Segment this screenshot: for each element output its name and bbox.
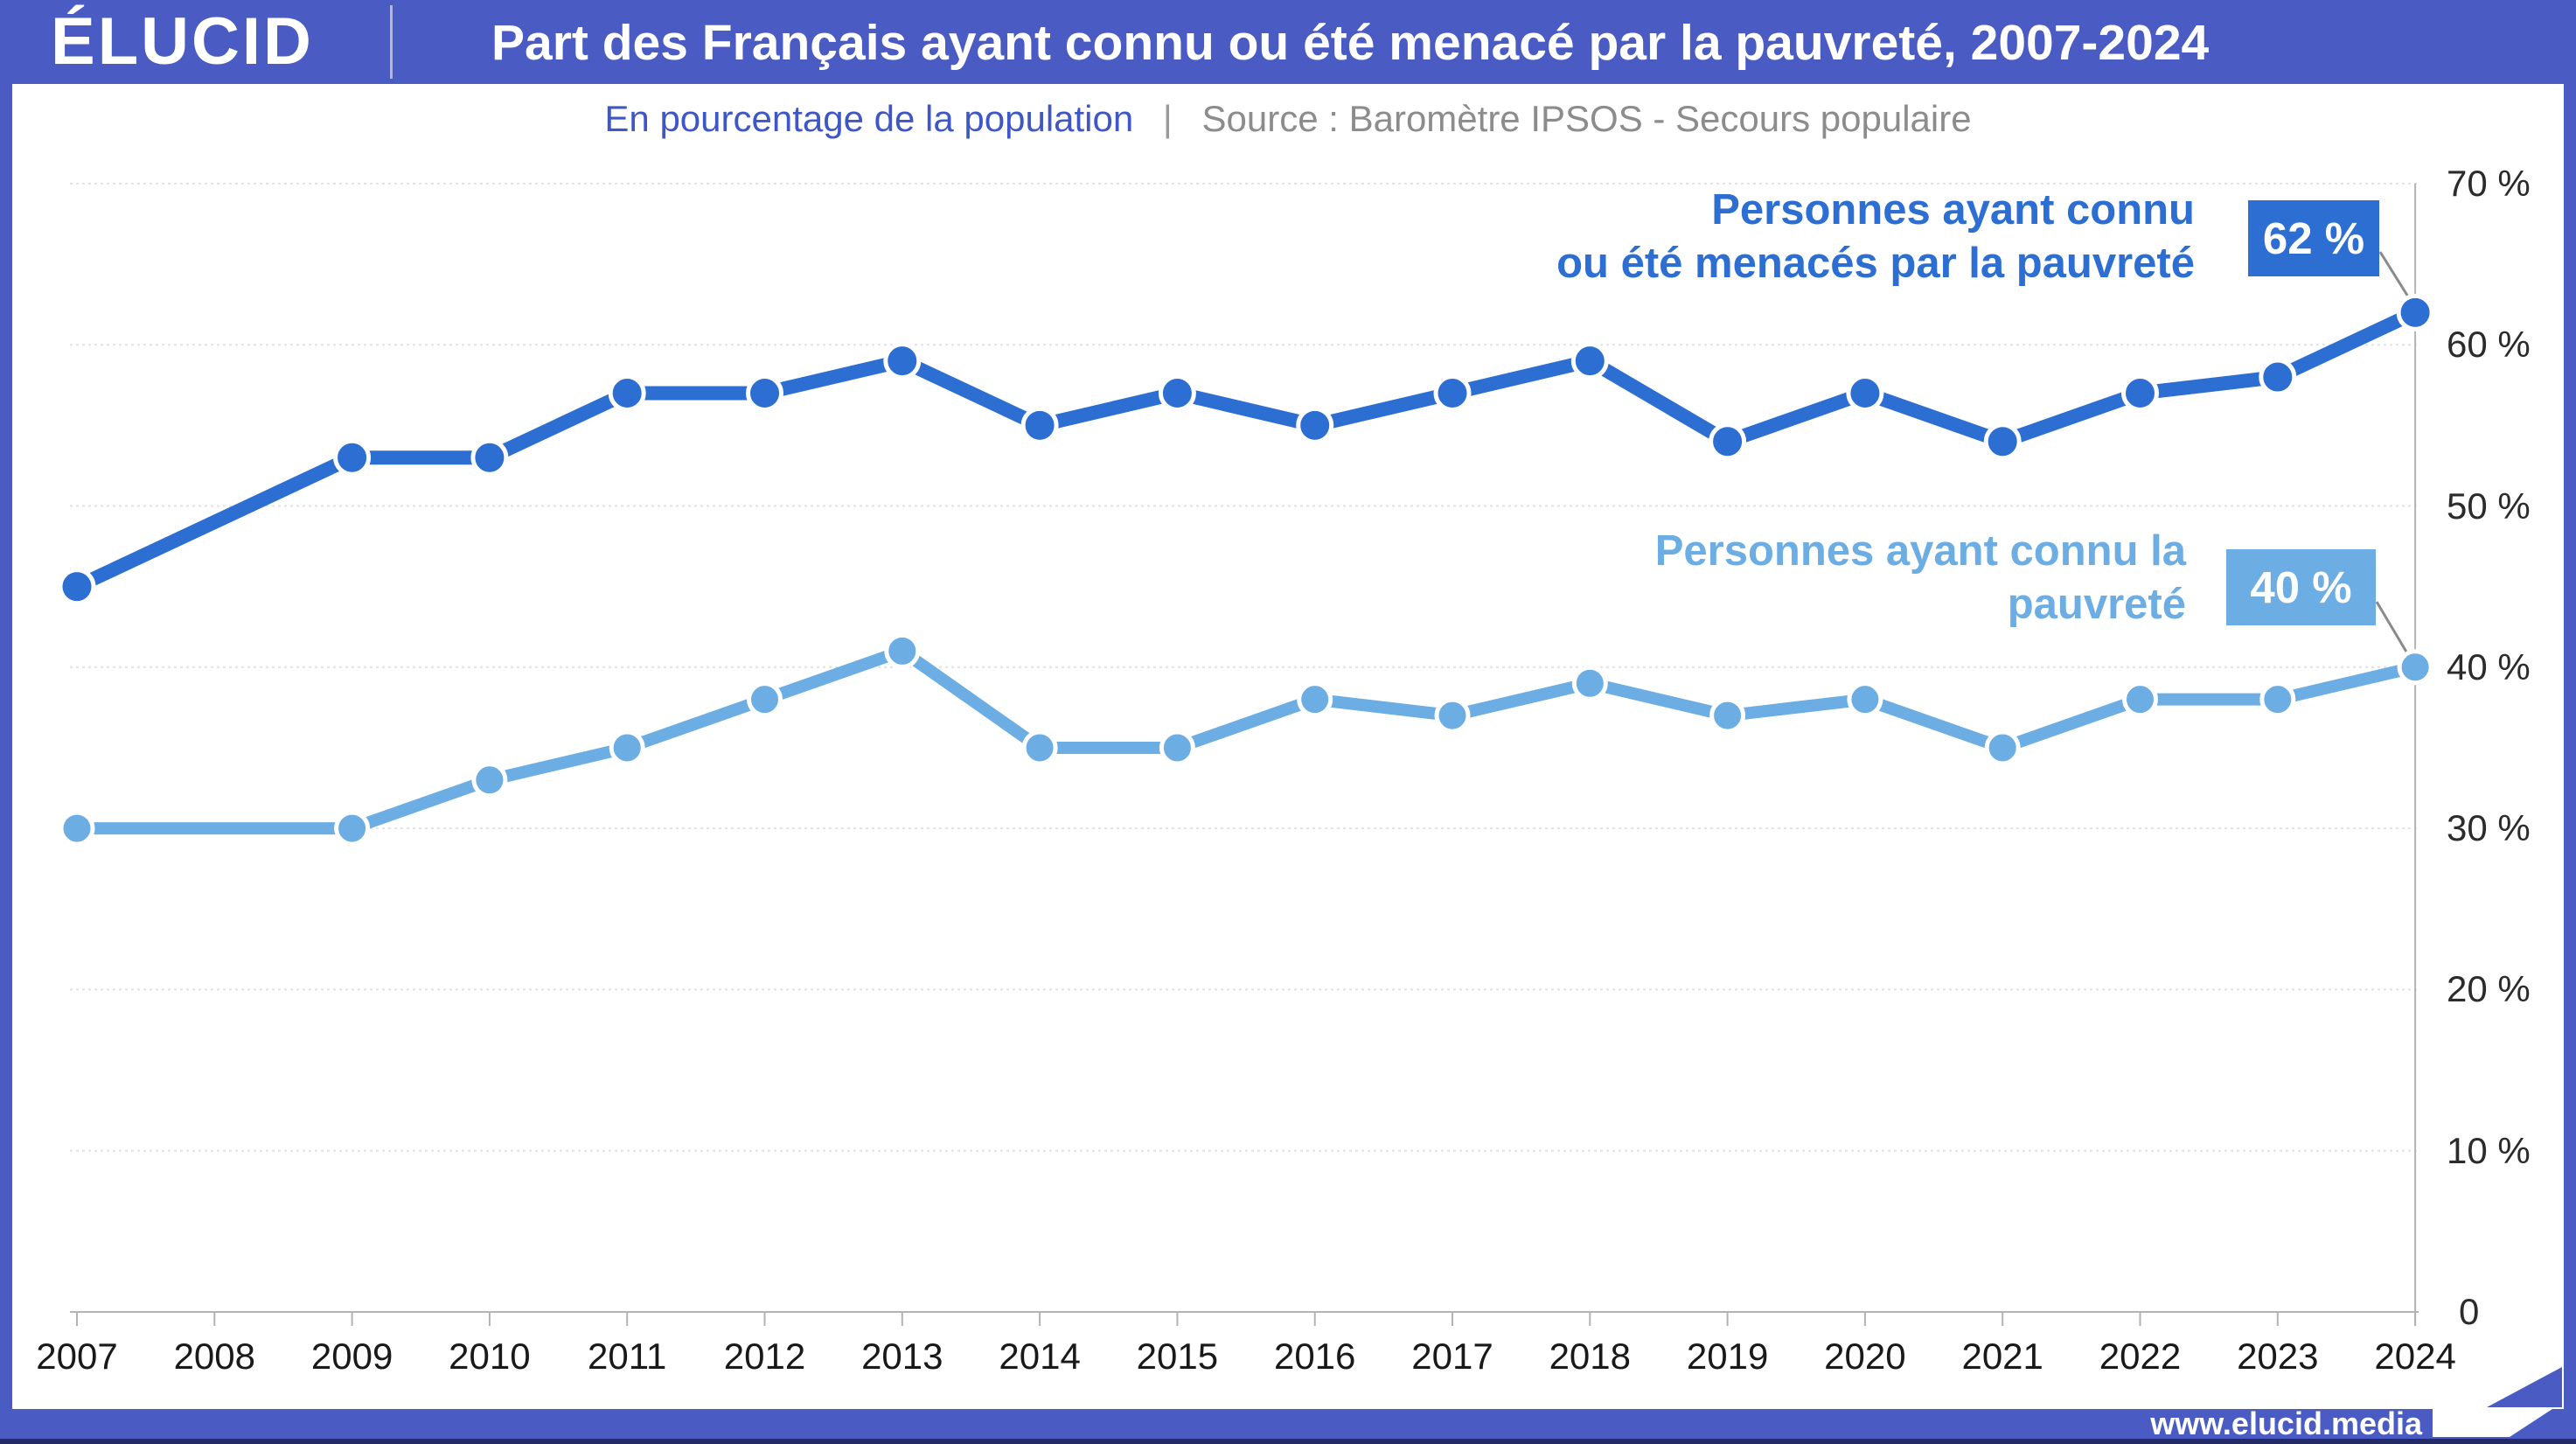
x-axis-label: 2011 xyxy=(588,1336,667,1377)
data-point xyxy=(1847,681,1883,718)
data-point xyxy=(747,681,783,718)
x-axis-label: 2023 xyxy=(2237,1336,2319,1377)
data-point xyxy=(1709,697,1746,734)
data-point xyxy=(470,438,509,477)
y-axis-label: 30 % xyxy=(2447,807,2531,849)
x-axis-label: 2008 xyxy=(173,1336,256,1377)
x-axis-label: 2018 xyxy=(1549,1336,1632,1377)
x-axis-label: 2021 xyxy=(1961,1336,2043,1377)
y-axis-label: 40 % xyxy=(2447,645,2531,687)
right-border xyxy=(2564,0,2576,1444)
chart-title: Part des Français ayant connu ou été men… xyxy=(491,15,2210,71)
data-point xyxy=(1570,342,1609,380)
badge-value: 40 % xyxy=(2250,562,2352,612)
data-point xyxy=(2396,293,2434,331)
badge-connector-threatened xyxy=(2378,251,2412,302)
x-axis-label: 2007 xyxy=(36,1336,118,1377)
y-axis-label: 50 % xyxy=(2447,485,2531,527)
data-point xyxy=(2121,373,2159,412)
data-point xyxy=(1434,697,1471,734)
badge-connector-experienced xyxy=(2375,601,2412,659)
data-point xyxy=(2122,681,2158,718)
data-point xyxy=(884,632,921,669)
y-axis-label: 60 % xyxy=(2447,324,2531,366)
x-axis-label: 2013 xyxy=(861,1336,943,1377)
x-axis-label: 2022 xyxy=(2099,1336,2182,1377)
badge-value: 62 % xyxy=(2262,213,2365,263)
x-axis-label: 2017 xyxy=(1411,1336,1493,1377)
series-label-line: Personnes ayant connu xyxy=(1711,186,2195,234)
x-axis-label: 2012 xyxy=(723,1336,806,1377)
data-point xyxy=(2397,649,2433,686)
y-axis-label: 70 % xyxy=(2447,162,2531,204)
data-point xyxy=(746,373,783,412)
data-point xyxy=(1159,729,1195,766)
data-point xyxy=(59,810,95,847)
elucid-flag-icon xyxy=(2433,1367,2562,1437)
series-label-line: Personnes ayant connu la xyxy=(1654,527,2186,575)
data-point xyxy=(1297,681,1333,718)
series-label-threatened: Personnes ayant connu ou été menacés par… xyxy=(1556,184,2195,290)
footer-band xyxy=(0,1409,2576,1439)
data-point xyxy=(1984,729,2021,766)
x-axis-label: 2010 xyxy=(449,1336,531,1377)
elucid-logo: ÉLUCID xyxy=(51,4,314,79)
website-url: www.elucid.media xyxy=(2150,1406,2422,1441)
subtitle: En pourcentage de la population | Source… xyxy=(0,98,2576,140)
data-point xyxy=(608,373,646,412)
x-axis-label: 2019 xyxy=(1686,1336,1769,1377)
x-axis-label: 2016 xyxy=(1273,1336,1356,1377)
data-point xyxy=(1983,422,2022,461)
series-label-experienced: Personnes ayant connu la pauvreté xyxy=(1655,525,2186,631)
data-point xyxy=(1846,373,1884,412)
x-axis-label: 2009 xyxy=(310,1336,393,1377)
data-point xyxy=(1571,665,1608,701)
x-axis-label: 2015 xyxy=(1136,1336,1219,1377)
series-line xyxy=(71,645,2422,835)
series-label-line: ou été menacés par la pauvreté xyxy=(1556,240,2195,287)
x-axis-label: 2020 xyxy=(1824,1336,1906,1377)
header-divider xyxy=(390,5,393,79)
subtitle-separator: | xyxy=(1162,98,1173,139)
value-badge-experienced: 40 % xyxy=(2226,549,2376,625)
data-point xyxy=(1158,373,1196,412)
data-point xyxy=(1021,729,1058,766)
source-label: Source : Baromètre IPSOS - Secours popul… xyxy=(1201,98,1972,139)
header-band: ÉLUCID Part des Français ayant connu ou … xyxy=(0,0,2576,84)
data-point xyxy=(2259,358,2297,396)
data-point xyxy=(1433,373,1472,412)
data-point xyxy=(471,762,508,799)
data-point xyxy=(1020,406,1059,444)
footer-bottom-edge xyxy=(0,1439,2576,1444)
x-axis-label: 2024 xyxy=(2374,1336,2456,1377)
series-label-line: pauvreté xyxy=(2007,581,2186,628)
data-point xyxy=(333,438,372,477)
data-point xyxy=(609,729,645,766)
y-axis-label: 10 % xyxy=(2447,1129,2531,1171)
data-point xyxy=(1709,422,1747,461)
value-badge-threatened: 62 % xyxy=(2248,200,2379,276)
unit-label: En pourcentage de la population xyxy=(604,98,1134,139)
y-axis-label: 20 % xyxy=(2447,968,2531,1010)
data-point xyxy=(58,568,96,606)
data-point xyxy=(334,810,371,847)
data-point xyxy=(1296,406,1334,444)
y-axis-label: 0 xyxy=(2459,1291,2480,1332)
left-border xyxy=(0,0,12,1444)
data-point xyxy=(883,342,922,380)
x-axis-label: 2014 xyxy=(999,1336,1081,1377)
data-point xyxy=(2259,681,2296,718)
